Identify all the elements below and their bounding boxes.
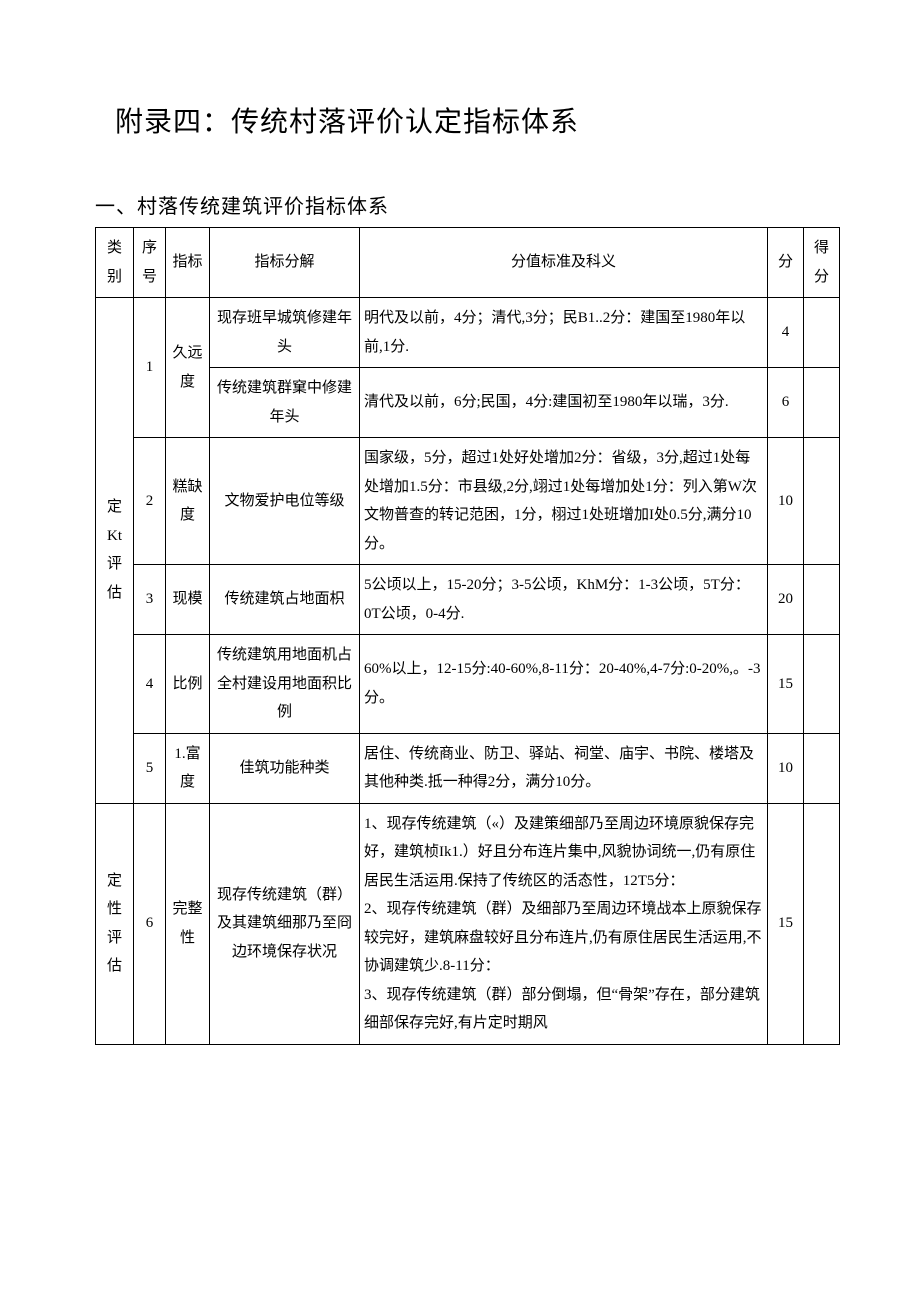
cell-sub: 佳筑功能种类 (210, 733, 360, 803)
cell-no: 2 (134, 438, 166, 565)
cell-pts: 6 (768, 368, 804, 438)
cell-no: 1 (134, 298, 166, 438)
cell-no: 6 (134, 803, 166, 1044)
cell-pts: 10 (768, 733, 804, 803)
cell-sub: 传统建筑占地面枳 (210, 565, 360, 635)
cell-std: 1、现存传统建筑（«）及建策细部乃至周边环境原貌保存完好，建筑桢Ik1.）好且分… (360, 803, 768, 1044)
cell-no: 3 (134, 565, 166, 635)
table-row: 定Kt评估 1 久远度 现存班早城筑修建年头 明代及以前，4分；清代,3分；民B… (96, 298, 840, 368)
cell-sub: 传统建筑群窠中修建年头 (210, 368, 360, 438)
cell-score (804, 368, 840, 438)
hdr-sub: 指标分解 (210, 228, 360, 298)
cell-pts: 4 (768, 298, 804, 368)
cell-score (804, 803, 840, 1044)
evaluation-table: 类别 序号 指标 指标分解 分值标准及科义 分 得分 定Kt评估 1 久远度 现… (95, 227, 840, 1045)
cell-indicator: 1.富度 (166, 733, 210, 803)
cell-std: 居住、传统商业、防卫、驿站、祠堂、庙宇、书院、楼塔及其他种类.抵一种得2分，满分… (360, 733, 768, 803)
cell-pts: 15 (768, 635, 804, 734)
appendix-title: 附录四：传统村落评价认定指标体系 (115, 100, 840, 140)
cell-score (804, 298, 840, 368)
cell-std: 明代及以前，4分；清代,3分；民B1..2分：建国至1980年以前,1分. (360, 298, 768, 368)
cell-std: 5公顷以上，15-20分；3-5公顷，KhM分：1-3公顷，5T分：0T公顷，0… (360, 565, 768, 635)
hdr-score: 得分 (804, 228, 840, 298)
table-row: 定性评估 6 完整性 现存传统建筑（群）及其建筑细那乃至冏边环境保存状况 1、现… (96, 803, 840, 1044)
cell-no: 4 (134, 635, 166, 734)
table-row: 2 糕缺度 文物爱护电位等级 国家级，5分，超过1处好处增加2分：省级，3分,超… (96, 438, 840, 565)
table-header-row: 类别 序号 指标 指标分解 分值标准及科义 分 得分 (96, 228, 840, 298)
cell-score (804, 733, 840, 803)
cell-sub: 文物爱护电位等级 (210, 438, 360, 565)
cell-score (804, 565, 840, 635)
cell-pts: 20 (768, 565, 804, 635)
cell-pts: 10 (768, 438, 804, 565)
hdr-no: 序号 (134, 228, 166, 298)
table-row: 5 1.富度 佳筑功能种类 居住、传统商业、防卫、驿站、祠堂、庙宇、书院、楼塔及… (96, 733, 840, 803)
cell-indicator: 现模 (166, 565, 210, 635)
cell-indicator: 比例 (166, 635, 210, 734)
cell-sub: 现存传统建筑（群）及其建筑细那乃至冏边环境保存状况 (210, 803, 360, 1044)
cell-sub: 现存班早城筑修建年头 (210, 298, 360, 368)
table-row: 3 现模 传统建筑占地面枳 5公顷以上，15-20分；3-5公顷，KhM分：1-… (96, 565, 840, 635)
cell-sub: 传统建筑用地面机占全村建设用地面积比例 (210, 635, 360, 734)
hdr-pts: 分 (768, 228, 804, 298)
section1-heading: 一、村落传统建筑评价指标体系 (95, 190, 840, 219)
cell-no: 5 (134, 733, 166, 803)
category-quant: 定Kt评估 (96, 298, 134, 804)
hdr-std: 分值标准及科义 (360, 228, 768, 298)
cell-score (804, 635, 840, 734)
cell-indicator: 久远度 (166, 298, 210, 438)
category-qual: 定性评估 (96, 803, 134, 1044)
table-row: 4 比例 传统建筑用地面机占全村建设用地面积比例 60%以上，12-15分:40… (96, 635, 840, 734)
hdr-indicator: 指标 (166, 228, 210, 298)
cell-std: 清代及以前，6分;民国，4分:建国初至1980年以瑞，3分. (360, 368, 768, 438)
cell-std: 60%以上，12-15分:40-60%,8-11分：20-40%,4-7分:0-… (360, 635, 768, 734)
cell-score (804, 438, 840, 565)
hdr-category: 类别 (96, 228, 134, 298)
cell-pts: 15 (768, 803, 804, 1044)
cell-indicator: 完整性 (166, 803, 210, 1044)
cell-std: 国家级，5分，超过1处好处增加2分：省级，3分,超过1处每处增加1.5分：市县级… (360, 438, 768, 565)
cell-indicator: 糕缺度 (166, 438, 210, 565)
